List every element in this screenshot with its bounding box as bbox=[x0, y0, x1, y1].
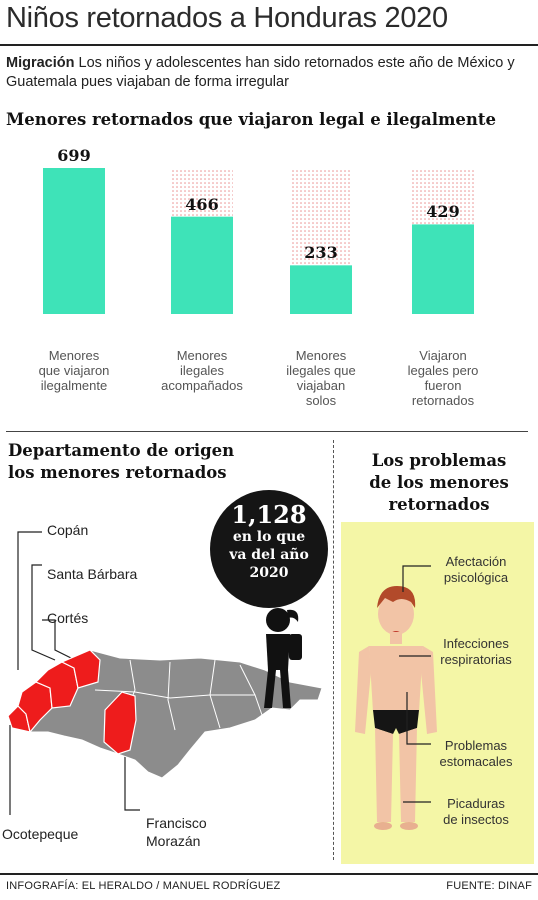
girl-silhouette bbox=[264, 608, 302, 708]
problem-estomacales-line1: Problemas bbox=[444, 738, 508, 753]
border-5 bbox=[94, 689, 255, 699]
problem-psicologica: Afectación psicológica bbox=[416, 554, 536, 586]
cortes-region bbox=[60, 649, 101, 689]
problem-psicologica-line1: Afectación bbox=[445, 554, 507, 569]
intro-lead: Migración bbox=[6, 55, 75, 71]
category-label: Viajaron legales pero fueron retornados bbox=[393, 348, 493, 408]
problem-respiratorias: Infecciones respiratorias bbox=[416, 636, 536, 668]
category-label-line: viajaban bbox=[296, 378, 346, 393]
map-heading-line1: Departamento de origen bbox=[8, 441, 235, 460]
bar bbox=[412, 224, 474, 314]
category-label-line: acompañados bbox=[161, 378, 243, 393]
category-label: Menores ilegales que viajaban solos bbox=[271, 348, 371, 408]
category-label-line: ilegales bbox=[179, 363, 225, 378]
label-ocotepeque: Ocotepeque bbox=[2, 826, 79, 842]
problem-insectos-line1: Picaduras bbox=[447, 796, 505, 811]
label-francisco-morazan: Francisco Morazán bbox=[146, 814, 207, 850]
problem-estomacales-line2: estomacales bbox=[439, 754, 513, 769]
title-rule bbox=[0, 44, 538, 46]
category-label-line: Viajaron bbox=[419, 348, 467, 363]
problems-heading-line3: retornados bbox=[388, 495, 490, 514]
badge-line2: va del año bbox=[229, 547, 309, 563]
bar bbox=[171, 216, 233, 314]
section-divider bbox=[6, 431, 528, 432]
badge-line1: en lo que bbox=[232, 529, 306, 545]
category-label-line: legales pero bbox=[407, 363, 479, 378]
footer-rule bbox=[0, 873, 538, 875]
problem-insectos: Picaduras de insectos bbox=[416, 796, 536, 828]
category-label-line: Menores bbox=[176, 348, 228, 363]
problem-callouts bbox=[399, 565, 431, 803]
honduras-map bbox=[7, 531, 323, 815]
map-heading: Departamento de origen los menores retor… bbox=[8, 440, 234, 484]
highlighted-departments bbox=[7, 649, 137, 755]
santa-barbara-leader bbox=[31, 564, 56, 661]
category-label-line: solos bbox=[305, 393, 337, 408]
category-label-line: retornados bbox=[411, 393, 475, 408]
problem-respiratorias-line2: respiratorias bbox=[440, 652, 512, 667]
francisco-leader bbox=[124, 735, 140, 811]
bar-value-label: 466 bbox=[185, 194, 219, 214]
page-title: Niños retornados a Honduras 2020 bbox=[6, 2, 448, 34]
category-label-line: Menores bbox=[295, 348, 347, 363]
vertical-divider bbox=[333, 440, 334, 860]
badge-number: 1,128 bbox=[231, 500, 307, 529]
callout-estomacales bbox=[406, 692, 431, 745]
problems-heading-line2: de los menores bbox=[369, 473, 509, 492]
category-label: Menores ilegales acompañados bbox=[152, 348, 252, 393]
copan-leader bbox=[17, 531, 42, 670]
label-francisco-line1: Francisco bbox=[146, 815, 207, 831]
category-label-line: ilegales que bbox=[286, 363, 356, 378]
label-copan: Copán bbox=[47, 522, 89, 538]
bar-chart-svg bbox=[43, 168, 474, 314]
boy-figure bbox=[355, 586, 437, 830]
bar-value-label: 699 bbox=[57, 146, 91, 165]
problem-insectos-line2: de insectos bbox=[443, 812, 509, 827]
problem-psicologica-line2: psicológica bbox=[443, 570, 509, 585]
intro-body: Los niños y adolescentes han sido retorn… bbox=[6, 55, 515, 90]
footer-credit: INFOGRAFÍA: EL HERALDO / MANUEL RODRÍGUE… bbox=[6, 880, 281, 892]
label-cortes: Cortés bbox=[47, 610, 89, 626]
badge-line3: 2020 bbox=[249, 565, 289, 581]
label-santa-barbara: Santa Bárbara bbox=[47, 566, 138, 582]
bar-value-label: 429 bbox=[426, 202, 460, 222]
category-label-line: fueron bbox=[424, 378, 462, 393]
intro-text: Migración Los niños y adolescentes han s… bbox=[6, 54, 531, 92]
border-2 bbox=[167, 661, 176, 731]
category-label-line: que viajaron bbox=[38, 363, 110, 378]
francisco-morazan-region bbox=[103, 691, 137, 755]
chart-heading: Menores retornados que viajaron legal e … bbox=[6, 110, 497, 129]
category-label-line: ilegalmente bbox=[40, 378, 108, 393]
problems-heading: Los problemas de los menores retornados bbox=[340, 450, 538, 516]
bar-chart: 699 466 233 429 Menores que viajaron ilegalme… bbox=[0, 130, 538, 430]
bar-value-label: 233 bbox=[304, 243, 338, 263]
footer-source: FUENTE: DINAF bbox=[446, 880, 532, 892]
label-francisco-line2: Morazán bbox=[146, 833, 201, 849]
callout-psicologica bbox=[402, 565, 431, 592]
problem-respiratorias-line1: Infecciones bbox=[443, 636, 509, 651]
problems-heading-line1: Los problemas bbox=[371, 451, 507, 470]
map-leader-lines bbox=[9, 531, 140, 815]
problem-estomacales: Problemas estomacales bbox=[416, 738, 536, 770]
bar bbox=[43, 168, 105, 314]
cortes-leader bbox=[42, 619, 76, 661]
body-figure bbox=[355, 565, 437, 830]
bar bbox=[290, 265, 352, 314]
map-heading-line2: los menores retornados bbox=[8, 463, 227, 482]
total-badge: 1,128 en lo que va del año 2020 bbox=[210, 490, 328, 608]
category-label-line: Menores bbox=[48, 348, 100, 363]
category-label: Menores que viajaron ilegalmente bbox=[24, 348, 124, 393]
